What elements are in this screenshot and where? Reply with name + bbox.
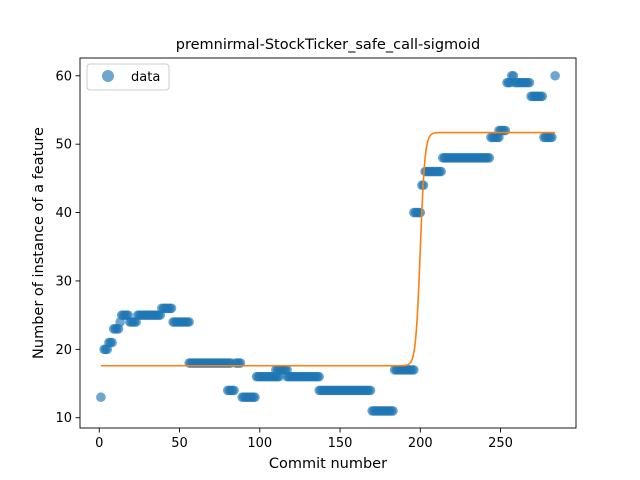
x-axis-label: Commit number bbox=[269, 456, 387, 472]
x-tick-label: 200 bbox=[408, 436, 433, 451]
data-point bbox=[524, 77, 535, 88]
data-point bbox=[314, 371, 324, 382]
y-tick-label: 10 bbox=[55, 411, 72, 426]
data-point bbox=[500, 125, 511, 136]
y-tick-label: 40 bbox=[55, 206, 72, 221]
data-point bbox=[107, 337, 117, 348]
y-tick-label: 30 bbox=[55, 274, 72, 289]
y-tick-label: 50 bbox=[55, 138, 72, 153]
y-tick-label: 20 bbox=[55, 343, 72, 358]
x-tick-label: 250 bbox=[488, 436, 513, 451]
data-point bbox=[229, 385, 239, 396]
data-point bbox=[484, 153, 495, 163]
x-tick-label: 150 bbox=[328, 436, 353, 451]
x-tick-label: 0 bbox=[95, 436, 103, 451]
plot-area bbox=[96, 70, 560, 416]
data-point bbox=[250, 392, 260, 403]
data-point bbox=[550, 70, 560, 81]
y-tick-label: 60 bbox=[55, 69, 72, 84]
data-point bbox=[547, 132, 557, 143]
sigmoid-fit-series bbox=[100, 131, 556, 367]
legend-label: data bbox=[131, 70, 160, 85]
data-point bbox=[96, 392, 106, 403]
data-point bbox=[166, 303, 177, 314]
data-point bbox=[365, 385, 376, 396]
legend-marker bbox=[102, 70, 114, 82]
chart-title: premnirmal-StockTicker_safe_call-sigmoid bbox=[176, 37, 481, 53]
axes-frame bbox=[79, 57, 577, 429]
legend: data bbox=[86, 63, 170, 91]
data-point bbox=[184, 317, 194, 327]
data-point bbox=[436, 166, 446, 177]
data-point bbox=[409, 365, 419, 375]
x-tick-label: 50 bbox=[171, 436, 188, 451]
scatter-series-data bbox=[96, 70, 560, 416]
sigmoid-fit-line bbox=[100, 131, 556, 367]
y-axis-label: Number of instance of a feature bbox=[31, 127, 47, 359]
data-point bbox=[388, 406, 398, 416]
y-axis-ticks: 10 20 30 40 50 60 bbox=[55, 69, 80, 426]
x-axis-ticks: 0 50 100 150 200 250 bbox=[95, 428, 513, 451]
data-point bbox=[537, 91, 548, 102]
x-tick-label: 100 bbox=[247, 436, 272, 451]
data-point bbox=[415, 207, 426, 218]
